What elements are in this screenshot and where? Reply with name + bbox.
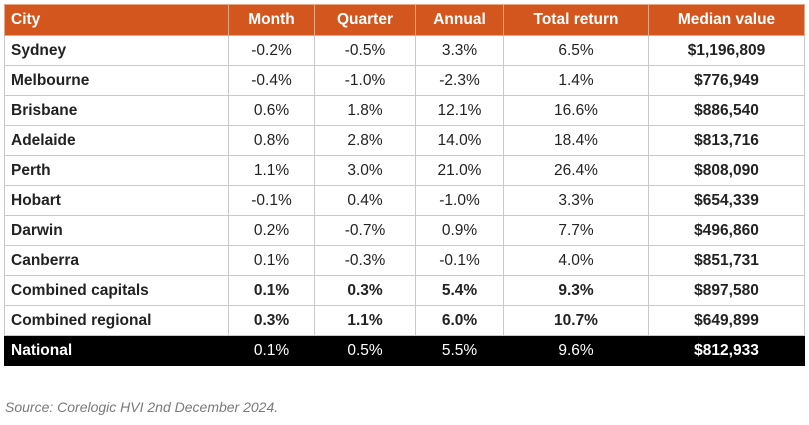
city-cell: Combined regional [4, 305, 229, 336]
quarter-cell: 3.0% [314, 155, 416, 186]
annual-cell: -2.3% [415, 65, 504, 96]
city-cell: Sydney [4, 35, 229, 66]
month-cell: 1.1% [228, 155, 315, 186]
quarter-cell: 0.5% [314, 335, 416, 366]
quarter-cell: -1.0% [314, 65, 416, 96]
header-total-return: Total return [503, 4, 649, 36]
quarter-cell: 0.3% [314, 275, 416, 306]
total-return-cell: 4.0% [503, 245, 649, 276]
city-cell: Perth [4, 155, 229, 186]
header-city: City [4, 4, 229, 36]
month-cell: 0.8% [228, 125, 315, 156]
city-cell: Canberra [4, 245, 229, 276]
median-value-cell: $886,540 [648, 95, 805, 126]
quarter-cell: 1.1% [314, 305, 416, 336]
total-return-cell: 3.3% [503, 185, 649, 216]
city-cell: Combined capitals [4, 275, 229, 306]
source-caption: Source: Corelogic HVI 2nd December 2024. [5, 399, 279, 415]
month-cell: -0.1% [228, 185, 315, 216]
annual-cell: 12.1% [415, 95, 504, 126]
quarter-cell: -0.5% [314, 35, 416, 66]
table-row: Adelaide 0.8% 2.8% 14.0% 18.4% $813,716 [4, 125, 805, 156]
annual-cell: -1.0% [415, 185, 504, 216]
median-value-cell: $897,580 [648, 275, 805, 306]
median-value-cell: $813,716 [648, 125, 805, 156]
median-value-cell: $654,339 [648, 185, 805, 216]
city-cell: National [4, 335, 229, 366]
quarter-cell: 2.8% [314, 125, 416, 156]
median-value-cell: $851,731 [648, 245, 805, 276]
table-row: Canberra 0.1% -0.3% -0.1% 4.0% $851,731 [4, 245, 805, 276]
header-annual: Annual [415, 4, 504, 36]
month-cell: 0.2% [228, 215, 315, 246]
table-row-combined-regional: Combined regional 0.3% 1.1% 6.0% 10.7% $… [4, 305, 805, 336]
annual-cell: 0.9% [415, 215, 504, 246]
header-median-value: Median value [648, 4, 805, 36]
month-cell: 0.3% [228, 305, 315, 336]
month-cell: 0.1% [228, 245, 315, 276]
total-return-cell: 16.6% [503, 95, 649, 126]
home-value-index-table: City Month Quarter Annual Total return M… [4, 4, 805, 366]
table-row-national: National 0.1% 0.5% 5.5% 9.6% $812,933 [4, 335, 805, 366]
total-return-cell: 6.5% [503, 35, 649, 66]
annual-cell: -0.1% [415, 245, 504, 276]
table-row: Sydney -0.2% -0.5% 3.3% 6.5% $1,196,809 [4, 35, 805, 66]
table-row: Hobart -0.1% 0.4% -1.0% 3.3% $654,339 [4, 185, 805, 216]
city-cell: Hobart [4, 185, 229, 216]
month-cell: -0.4% [228, 65, 315, 96]
quarter-cell: 0.4% [314, 185, 416, 216]
table-row: Perth 1.1% 3.0% 21.0% 26.4% $808,090 [4, 155, 805, 186]
table-body: Sydney -0.2% -0.5% 3.3% 6.5% $1,196,809 … [4, 35, 805, 366]
total-return-cell: 7.7% [503, 215, 649, 246]
city-cell: Adelaide [4, 125, 229, 156]
table-row: Darwin 0.2% -0.7% 0.9% 7.7% $496,860 [4, 215, 805, 246]
total-return-cell: 9.6% [503, 335, 649, 366]
total-return-cell: 26.4% [503, 155, 649, 186]
table-row: Brisbane 0.6% 1.8% 12.1% 16.6% $886,540 [4, 95, 805, 126]
annual-cell: 14.0% [415, 125, 504, 156]
table-row: Melbourne -0.4% -1.0% -2.3% 1.4% $776,94… [4, 65, 805, 96]
table-row-combined-capitals: Combined capitals 0.1% 0.3% 5.4% 9.3% $8… [4, 275, 805, 306]
median-value-cell: $496,860 [648, 215, 805, 246]
total-return-cell: 10.7% [503, 305, 649, 336]
month-cell: -0.2% [228, 35, 315, 66]
annual-cell: 5.4% [415, 275, 504, 306]
annual-cell: 6.0% [415, 305, 504, 336]
header-quarter: Quarter [314, 4, 416, 36]
quarter-cell: -0.7% [314, 215, 416, 246]
total-return-cell: 18.4% [503, 125, 649, 156]
table-header: City Month Quarter Annual Total return M… [4, 4, 805, 36]
annual-cell: 5.5% [415, 335, 504, 366]
quarter-cell: 1.8% [314, 95, 416, 126]
month-cell: 0.6% [228, 95, 315, 126]
city-cell: Brisbane [4, 95, 229, 126]
month-cell: 0.1% [228, 275, 315, 306]
watermark: 知乎 @Andy看海外 [600, 380, 787, 404]
header-month: Month [228, 4, 315, 36]
median-value-cell: $1,196,809 [648, 35, 805, 66]
month-cell: 0.1% [228, 335, 315, 366]
median-value-cell: $808,090 [648, 155, 805, 186]
annual-cell: 21.0% [415, 155, 504, 186]
median-value-cell: $776,949 [648, 65, 805, 96]
median-value-cell: $812,933 [648, 335, 805, 366]
median-value-cell: $649,899 [648, 305, 805, 336]
annual-cell: 3.3% [415, 35, 504, 66]
total-return-cell: 1.4% [503, 65, 649, 96]
city-cell: Darwin [4, 215, 229, 246]
city-cell: Melbourne [4, 65, 229, 96]
quarter-cell: -0.3% [314, 245, 416, 276]
total-return-cell: 9.3% [503, 275, 649, 306]
header-row: City Month Quarter Annual Total return M… [4, 4, 805, 36]
